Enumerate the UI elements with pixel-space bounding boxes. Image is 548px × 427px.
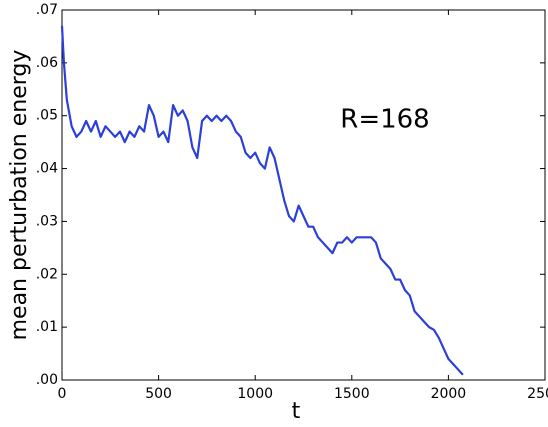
y-tick-label: .03 (36, 213, 58, 229)
annotation: R=168 (340, 105, 429, 135)
y-tick-label: .05 (36, 108, 58, 124)
x-tick-label: 1500 (334, 386, 370, 402)
x-tick-label: 1000 (237, 386, 273, 402)
y-tick-label: .02 (36, 266, 58, 282)
y-tick-label: .07 (36, 2, 58, 18)
y-tick-label: .06 (36, 55, 58, 71)
plot-frame (61, 9, 546, 381)
x-tick-label: 500 (145, 386, 172, 402)
data-line (60, 25, 464, 376)
x-axis-label: t (292, 399, 301, 424)
y-tick-label: .04 (36, 161, 58, 177)
x-tick-label: 2500 (527, 386, 548, 402)
x-tick-label: 0 (58, 386, 67, 402)
y-tick-label: .01 (36, 319, 58, 335)
x-tick-label: 2000 (431, 386, 467, 402)
y-tick-label: .00 (36, 372, 58, 388)
y-axis-label: mean perturbation energy (7, 50, 32, 341)
